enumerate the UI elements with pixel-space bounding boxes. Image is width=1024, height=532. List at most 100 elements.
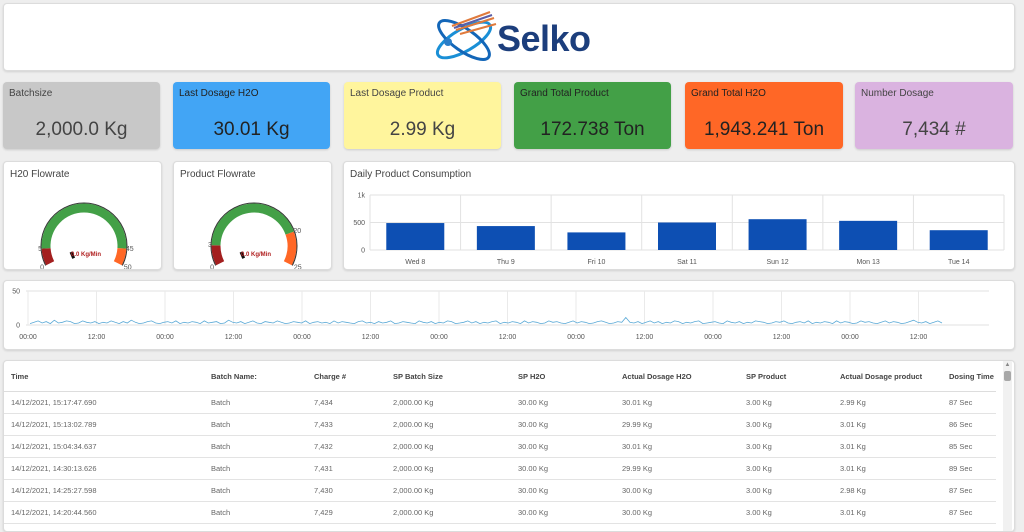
table-cell: 14/12/2021, 14:20:44.560 <box>4 501 204 524</box>
x-tick-label: 12:00 <box>225 334 243 341</box>
column-header[interactable]: Time <box>4 361 204 392</box>
x-tick-label: 00:00 <box>704 334 722 341</box>
x-tick-label: Tue 14 <box>948 259 970 266</box>
x-tick-label: 12:00 <box>773 334 791 341</box>
gauge-high-label: 45 <box>126 246 134 253</box>
gauge-low-label: 3 <box>208 242 212 249</box>
trend-panel: 0 50 00:00 12:00 00:00 12:00 00:00 12:00 00:00 12… <box>3 280 1015 350</box>
gauge-value-label: 0.0 Kg/Min <box>71 252 101 258</box>
tile-title: Last Dosage Product <box>350 88 444 99</box>
tile-value: 1,943.241 Ton <box>703 119 825 140</box>
table-cell: Batch <box>204 457 307 480</box>
table-cell: 3.01 Kg <box>833 501 942 524</box>
y-tick-label: 0 <box>16 323 20 330</box>
bar[interactable] <box>386 223 445 250</box>
table-cell: 30.00 Kg <box>511 391 615 414</box>
table-row[interactable]: 14/12/2021, 15:17:47.690 Batch 7,434 2,000.… <box>4 391 996 414</box>
tile-title: Grand Total H2O <box>691 88 766 99</box>
trend-chart: 0 50 00:00 12:00 00:00 12:00 00:00 12:00 00:00 12… <box>12 289 989 341</box>
x-tick-label: Fri 10 <box>587 259 605 266</box>
product-flowrate-title: Product Flowrate <box>180 169 256 180</box>
bar[interactable] <box>748 219 807 250</box>
table-cell: 30.01 Kg <box>615 391 739 414</box>
bar[interactable] <box>929 230 988 250</box>
table-cell: 3.00 Kg <box>739 413 833 436</box>
table-cell: 3.01 Kg <box>833 413 942 436</box>
y-tick-label: 1k <box>358 193 366 200</box>
table-cell: 2,000.00 Kg <box>386 391 511 414</box>
table-cell: 86 Sec <box>942 413 996 436</box>
tile-grand-total-product: Grand Total Product 172.738 Ton <box>514 82 671 149</box>
x-tick-label: Sat 11 <box>677 259 697 266</box>
table-cell: 85 Sec <box>942 435 996 458</box>
table-cell: 3.01 Kg <box>833 435 942 458</box>
x-tick-label: 12:00 <box>362 334 380 341</box>
daily-consumption-chart: 0 500 1k Wed 8 Thu 9 Fri 10 Sat 11 Sun 12 Mon 13… <box>353 193 1005 266</box>
table-cell: 14/12/2021, 14:30:13.626 <box>4 457 204 480</box>
x-tick-label: Wed 8 <box>405 259 425 266</box>
scrollbar-thumb[interactable] <box>1004 371 1011 381</box>
tile-title: Number Dosage <box>861 88 934 99</box>
column-header[interactable]: Actual Dosage product <box>833 361 942 392</box>
table-cell: 7,433 <box>307 413 386 436</box>
table-cell: 2.98 Kg <box>833 479 942 502</box>
tile-value: 2,000.0 Kg <box>35 119 128 140</box>
tile-grand-total-h2o: Grand Total H2O 1,943.241 Ton <box>685 82 843 149</box>
column-header[interactable]: SP Batch Size <box>386 361 511 392</box>
table-cell: 30.00 Kg <box>615 501 739 524</box>
logo-text: Selko <box>497 18 591 59</box>
table-cell: 3.00 Kg <box>739 457 833 480</box>
x-tick-label: Thu 9 <box>497 259 515 266</box>
y-tick-label: 500 <box>353 220 365 227</box>
table-header-row: Time Batch Name: Charge # SP Batch Size SP H… <box>4 361 996 392</box>
table-cell: 30.00 Kg <box>511 479 615 502</box>
product-flowrate-panel: Product Flowrate 0 3 20 25 0.0 Kg/Min <box>173 161 332 270</box>
h2o-flowrate-panel: H20 Flowrate 0 5 45 50 0.0 Kg/Min <box>3 161 162 270</box>
table-row[interactable]: 14/12/2021, 15:04:34.637 Batch 7,432 2,000.… <box>4 435 996 458</box>
table-cell: Batch <box>204 413 307 436</box>
table-cell: 89 Sec <box>942 457 996 480</box>
table-cell: 7,434 <box>307 391 386 414</box>
column-header[interactable]: SP Product <box>739 361 833 392</box>
gauge-low-band <box>41 247 55 266</box>
bar[interactable] <box>567 232 626 250</box>
daily-consumption-panel: Daily Product Consumption 0 500 1k Wed 8 Thu… <box>343 161 1015 270</box>
tile-title: Last Dosage H2O <box>179 88 259 99</box>
table-row[interactable]: 14/12/2021, 14:20:44.560 Batch 7,429 2,000.… <box>4 501 996 524</box>
table-row[interactable]: 14/12/2021, 14:30:13.626 Batch 7,431 2,000.… <box>4 457 996 480</box>
gauge-normal-band <box>41 203 127 249</box>
scroll-up-icon[interactable]: ▲ <box>1004 362 1011 368</box>
table-cell: Batch <box>204 435 307 458</box>
tile-last-dosage-h2o: Last Dosage H2O 30.01 Kg <box>173 82 330 149</box>
x-tick-label: 00:00 <box>156 334 174 341</box>
table-cell: 2,000.00 Kg <box>386 501 511 524</box>
table-scrollbar[interactable]: ▲ <box>1003 361 1012 531</box>
x-tick-label: 12:00 <box>88 334 106 341</box>
batch-table-panel: Time Batch Name: Charge # SP Batch Size SP H… <box>3 360 1015 532</box>
y-tick-label: 50 <box>12 289 20 296</box>
x-tick-label: Mon 13 <box>856 259 879 266</box>
tile-number-dosage: Number Dosage 7,434 # <box>855 82 1013 149</box>
table-row[interactable]: 14/12/2021, 15:13:02.789 Batch 7,433 2,000.… <box>4 413 996 436</box>
y-tick-label: 0 <box>361 248 365 255</box>
bar[interactable] <box>476 226 535 250</box>
bar[interactable] <box>658 222 716 251</box>
table-row[interactable]: 14/12/2021, 14:25:27.598 Batch 7,430 2,000.… <box>4 479 996 502</box>
column-header[interactable]: Batch Name: <box>204 361 307 392</box>
table-cell: 2,000.00 Kg <box>386 479 511 502</box>
x-tick-label: 12:00 <box>910 334 928 341</box>
table-cell: 14/12/2021, 14:25:27.598 <box>4 479 204 502</box>
table-cell: 7,432 <box>307 435 386 458</box>
table-cell: 3.00 Kg <box>739 479 833 502</box>
column-header[interactable]: Dosing Time <box>942 361 996 392</box>
column-header[interactable]: Charge # <box>307 361 386 392</box>
tile-value: 2.99 Kg <box>389 119 456 140</box>
gauge-normal-band <box>211 203 294 246</box>
x-tick-label: 12:00 <box>636 334 654 341</box>
table-cell: 3.00 Kg <box>739 391 833 414</box>
table-cell: 3.00 Kg <box>739 435 833 458</box>
bar[interactable] <box>839 220 898 250</box>
tile-title: Batchsize <box>9 88 53 99</box>
column-header[interactable]: SP H2O <box>511 361 615 392</box>
column-header[interactable]: Actual Dosage H2O <box>615 361 739 392</box>
